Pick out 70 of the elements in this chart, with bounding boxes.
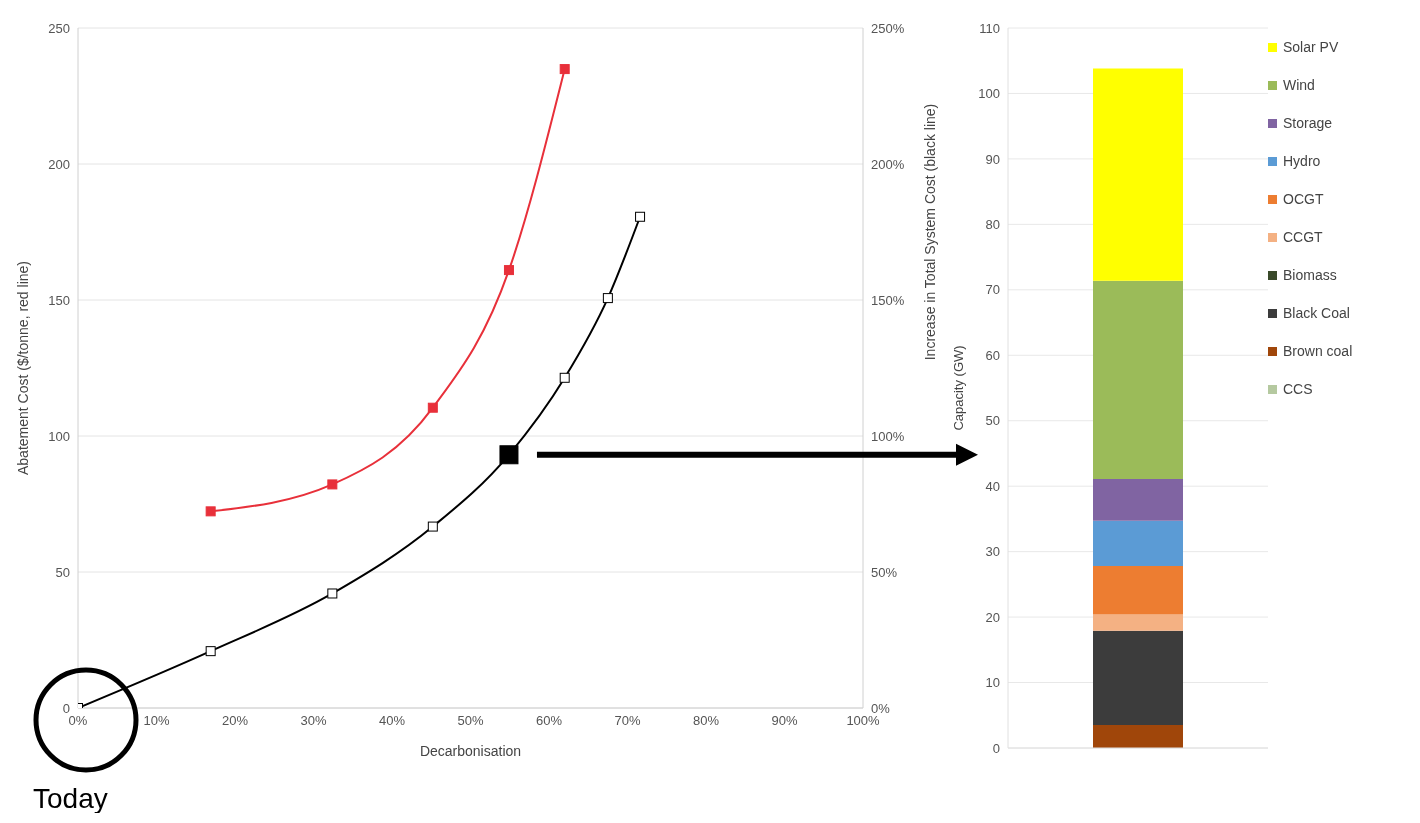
y-tick-label: 60 [985, 347, 1000, 363]
x-tick-label: 70% [614, 713, 641, 729]
y-axis-title: Capacity (GW) [950, 345, 966, 431]
y2-tick-label: 200% [871, 156, 905, 172]
legend-label: Wind [1283, 77, 1315, 93]
y-tick-label: 0 [992, 740, 1000, 756]
x-tick-label: 20% [221, 713, 249, 729]
point [602, 293, 613, 304]
point [559, 372, 570, 383]
x-tick-label: 90% [771, 713, 798, 729]
point [205, 506, 216, 517]
x-tick-label: 40% [378, 713, 406, 729]
y-tick-label: 50 [55, 564, 70, 580]
y-tick-label: 100 [978, 86, 1000, 102]
x-tick-label: 80% [692, 713, 720, 729]
bar [1093, 614, 1183, 631]
y2-tick-label: 100% [871, 428, 905, 444]
y-tick-label: 90 [985, 151, 1000, 167]
y2-axis-title: Increase in Total System Cost (black line) [922, 103, 938, 361]
point [499, 445, 519, 465]
y-tick-label: 30 [985, 544, 1000, 560]
y-tick-label: 80 [985, 216, 1000, 232]
bar [1093, 520, 1183, 567]
legend-label: CCGT [1283, 229, 1323, 245]
y-tick-label: 50 [985, 413, 1000, 429]
point [427, 402, 438, 413]
x-axis-title: Decarbonisation [419, 743, 522, 759]
x-tick-label: 100% [846, 713, 881, 729]
y-tick-label: 40 [985, 478, 1000, 494]
legend-label: Storage [1283, 115, 1333, 131]
bar [1093, 280, 1183, 479]
point [205, 646, 216, 657]
y-tick-label: 0 [62, 700, 70, 716]
x-tick-label: 60% [535, 713, 563, 729]
legend-label: Hydro [1283, 153, 1321, 169]
bar [1093, 68, 1183, 281]
x-tick-label: 30% [300, 713, 327, 729]
point [327, 588, 338, 599]
x-tick-label: 10% [143, 713, 170, 729]
y-axis-title: Abatement Cost ($/tonne, red line) [14, 260, 31, 476]
bar [1093, 630, 1183, 726]
y2-tick-label: 150% [871, 292, 905, 308]
legend-label: Solar PV [1283, 39, 1339, 55]
y2-tick-label: 0% [871, 700, 891, 716]
x-tick-label: 50% [457, 713, 484, 729]
y-tick-label: 250 [48, 20, 70, 36]
point [635, 211, 646, 222]
point [427, 521, 438, 532]
legend-label: Biomass [1283, 267, 1337, 283]
point [559, 64, 570, 75]
y-tick-label: 10 [985, 675, 1000, 691]
bar [1093, 566, 1183, 615]
x-tick-label: 0% [68, 713, 88, 729]
annotation: Today [33, 783, 108, 814]
y-tick-label: 20 [985, 609, 1000, 625]
y-tick-label: 110 [979, 20, 1000, 36]
y-tick-label: 100 [48, 428, 70, 444]
y2-tick-label: 250% [871, 20, 905, 36]
legend-label: Brown coal [1283, 343, 1353, 359]
y-tick-label: 200 [48, 156, 70, 172]
bar [1093, 725, 1183, 748]
legend-label: OCGT [1283, 191, 1324, 207]
point [327, 479, 338, 490]
point [503, 265, 514, 276]
y-tick-label: 70 [985, 282, 1000, 298]
y2-tick-label: 50% [871, 564, 898, 580]
bar [1093, 478, 1183, 521]
legend-label: Black Coal [1283, 305, 1350, 321]
y-tick-label: 150 [48, 292, 70, 308]
legend-label: CCS [1283, 381, 1313, 397]
